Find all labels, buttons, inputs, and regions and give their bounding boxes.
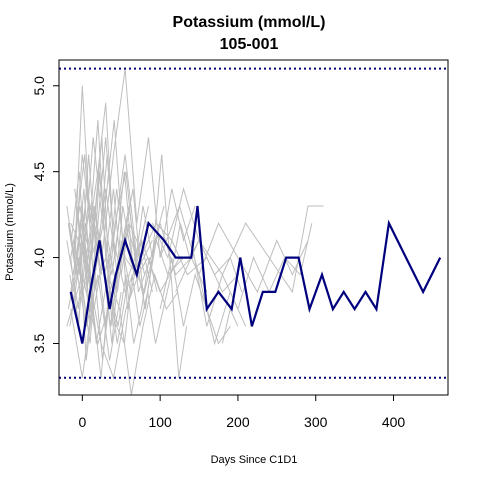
- background-series-line-29: [175, 205, 324, 294]
- x-tick-label: 0: [78, 414, 86, 430]
- chart-title: Potassium (mmol/L): [173, 14, 326, 31]
- x-axis-label: Days Since C1D1: [211, 454, 298, 466]
- highlight-series-group: [69, 205, 442, 344]
- background-series-line-28: [159, 204, 309, 294]
- y-tick-label: 4.0: [31, 248, 47, 268]
- x-tick-label: 200: [226, 414, 250, 430]
- background-series-line-34: [221, 307, 239, 344]
- background-series-line-24: [66, 272, 114, 346]
- plot-area: [59, 67, 448, 396]
- y-axis-label: Potassium (mmol/L): [4, 183, 16, 281]
- y-tick-label: 5.0: [31, 76, 47, 96]
- chart-title-group: Potassium (mmol/L) 105-001: [173, 14, 326, 53]
- chart-subtitle: 105-001: [220, 36, 279, 53]
- background-series-line-35: [128, 221, 208, 294]
- background-series-line-25: [74, 85, 149, 258]
- background-series-line-32: [159, 257, 231, 345]
- y-axis: 3.5 4.0 4.5 5.0: [31, 76, 59, 353]
- x-tick-label: 100: [148, 414, 172, 430]
- background-series-line-22: [75, 272, 139, 380]
- y-tick-label: 4.5: [31, 162, 47, 182]
- background-series-line-26: [78, 68, 196, 275]
- background-series-line-21: [69, 257, 188, 378]
- plot-frame: [58, 59, 449, 396]
- highlight-series-line: [69, 205, 442, 344]
- x-tick-label: 400: [382, 414, 406, 430]
- background-series-line-27: [67, 137, 200, 275]
- x-tick-label: 300: [304, 414, 328, 430]
- background-series-line-30: [190, 223, 313, 327]
- x-axis: 0 100 200 300 400: [78, 395, 405, 430]
- background-series-line-33: [151, 186, 243, 293]
- background-series-line-19: [74, 257, 122, 361]
- y-tick-label: 3.5: [31, 334, 47, 354]
